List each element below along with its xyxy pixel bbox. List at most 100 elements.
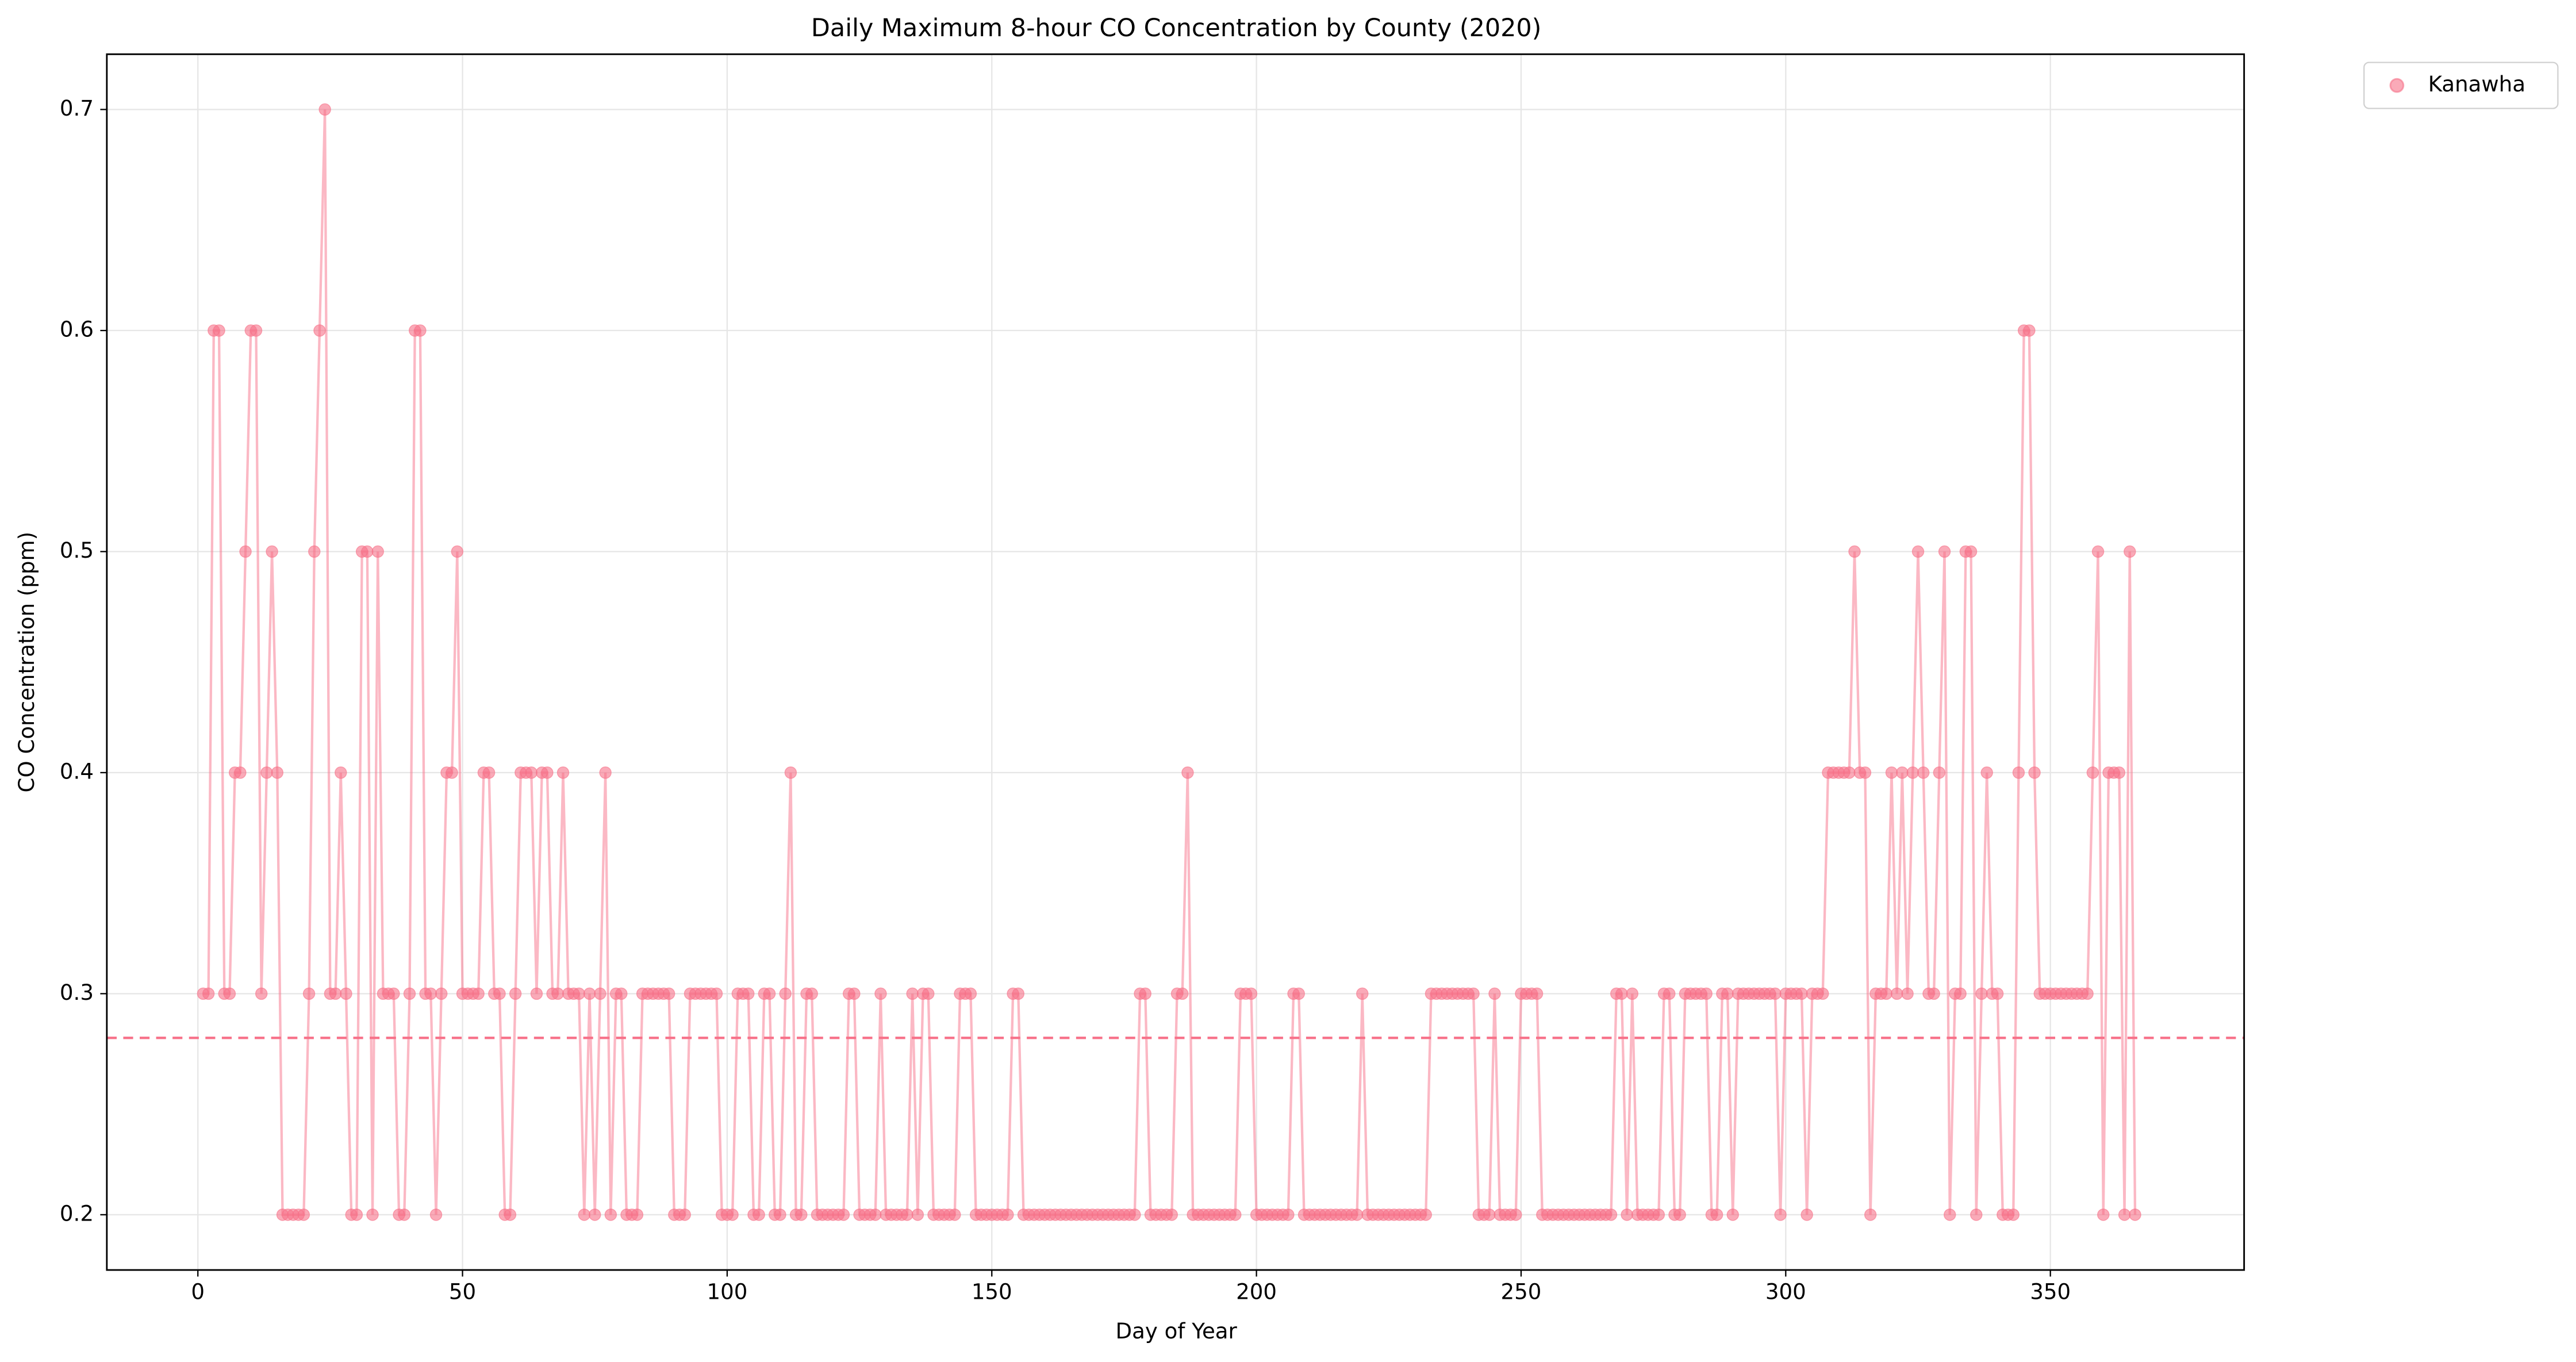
- data-point: [964, 987, 977, 1000]
- data-point: [1356, 987, 1369, 1000]
- data-point: [451, 545, 464, 558]
- data-point: [1350, 1208, 1364, 1221]
- data-point: [1165, 1208, 1178, 1221]
- data-point: [1980, 766, 1993, 779]
- x-tick-label: 150: [972, 1279, 1012, 1304]
- data-point: [906, 987, 919, 1000]
- data-point: [2081, 987, 2094, 1000]
- data-point: [541, 766, 554, 779]
- data-point: [779, 987, 792, 1000]
- legend-box: [2363, 62, 2559, 109]
- x-tick-label: 50: [449, 1279, 476, 1304]
- data-point: [387, 987, 400, 1000]
- data-point: [1419, 1208, 1432, 1221]
- data-point: [424, 987, 437, 1000]
- data-point: [2007, 1208, 2020, 1221]
- data-point: [308, 545, 321, 558]
- data-point: [604, 1208, 617, 1221]
- data-point: [2086, 766, 2099, 779]
- data-point: [1721, 987, 1734, 1000]
- data-point: [1139, 987, 1151, 1000]
- data-point: [1964, 545, 1978, 558]
- data-point: [1726, 1208, 1739, 1221]
- x-tick-label: 300: [1765, 1279, 1806, 1304]
- data-point: [403, 987, 416, 1000]
- data-point: [2012, 766, 2025, 779]
- data-point: [1128, 1208, 1141, 1221]
- data-point: [763, 987, 776, 1000]
- data-point: [361, 545, 374, 558]
- data-point: [472, 987, 485, 1000]
- data-point: [1769, 987, 1782, 1000]
- data-point: [710, 987, 723, 1000]
- data-point: [371, 545, 384, 558]
- data-point: [1817, 987, 1829, 1000]
- data-point: [1880, 987, 1892, 1000]
- data-point: [1615, 987, 1628, 1000]
- data-point: [1652, 1208, 1665, 1221]
- data-point: [509, 987, 522, 1000]
- data-point: [615, 987, 628, 1000]
- x-tick-label: 250: [1501, 1279, 1542, 1304]
- data-point: [2023, 324, 2036, 337]
- data-point: [249, 324, 263, 337]
- x-tick-label: 350: [2030, 1279, 2071, 1304]
- data-point: [578, 1208, 591, 1221]
- data-point: [266, 545, 278, 558]
- data-point: [1917, 766, 1930, 779]
- data-point: [1954, 987, 1967, 1000]
- data-point: [1176, 987, 1189, 1000]
- data-point: [202, 987, 215, 1000]
- data-point: [922, 987, 935, 1000]
- y-tick-label: 0.7: [60, 96, 94, 121]
- x-tick-label: 100: [707, 1279, 747, 1304]
- data-point: [482, 766, 496, 779]
- data-point: [1795, 987, 1808, 1000]
- data-point: [901, 1208, 913, 1221]
- data-point: [504, 1208, 517, 1221]
- data-point: [1700, 987, 1713, 1000]
- data-point: [398, 1208, 410, 1221]
- data-point: [1896, 766, 1909, 779]
- plot-area: [106, 103, 2244, 1221]
- ticks: 0 50 100 150 200 250 300 350 0.2 0.3 0.4 0.5 0.6 0.7: [60, 96, 2071, 1305]
- data-point: [313, 324, 326, 337]
- data-point: [1843, 766, 1856, 779]
- data-point: [1483, 1208, 1496, 1221]
- data-point: [340, 987, 352, 1000]
- y-tick-label: 0.2: [60, 1201, 94, 1226]
- data-point: [2091, 545, 2105, 558]
- data-point: [784, 766, 797, 779]
- data-point: [573, 987, 585, 1000]
- legend-label: Kanawha: [2428, 72, 2525, 97]
- data-point: [753, 1208, 765, 1221]
- data-point: [530, 987, 543, 1000]
- data-point: [446, 766, 458, 779]
- data-point: [837, 1208, 850, 1221]
- data-point: [1530, 987, 1544, 1000]
- data-point: [911, 1208, 924, 1221]
- data-point: [329, 987, 342, 1000]
- data-point: [1848, 545, 1861, 558]
- data-point: [414, 324, 427, 337]
- data-point: [1885, 766, 1898, 779]
- data-point: [1928, 987, 1940, 1000]
- data-point: [429, 1208, 443, 1221]
- data-point: [2028, 766, 2041, 779]
- data-point: [223, 987, 236, 1000]
- y-tick-label: 0.6: [60, 317, 94, 342]
- y-tick-label: 0.3: [60, 980, 94, 1005]
- data-point: [2097, 1208, 2110, 1221]
- data-point: [1864, 1208, 1877, 1221]
- data-point: [1467, 987, 1480, 1000]
- legend: Kanawha: [2363, 62, 2559, 109]
- data-point: [213, 324, 225, 337]
- data-point: [302, 987, 316, 1000]
- data-point: [2113, 766, 2126, 779]
- data-point: [805, 987, 818, 1000]
- y-tick-label: 0.4: [60, 759, 94, 784]
- data-point: [1944, 1208, 1956, 1221]
- data-point: [1991, 987, 2004, 1000]
